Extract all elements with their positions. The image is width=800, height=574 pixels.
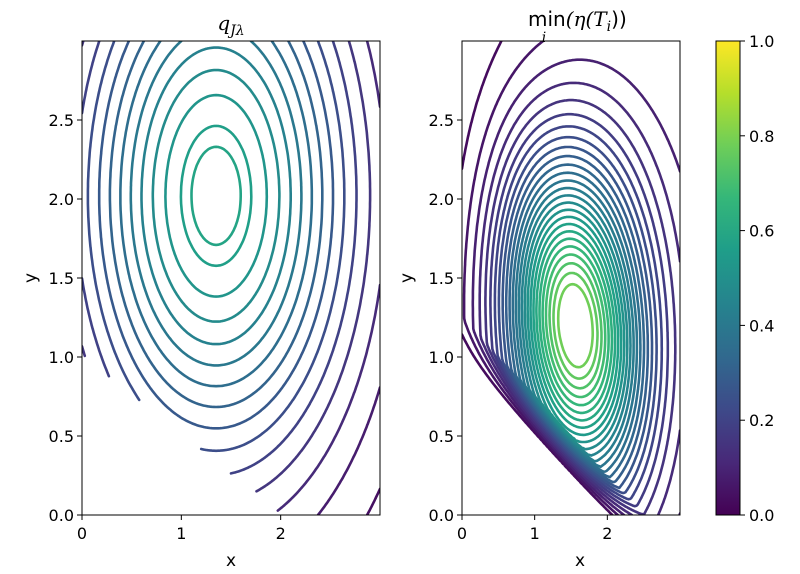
right-contour-line	[523, 201, 629, 451]
right-contour-line	[493, 125, 664, 501]
right-contour-line	[504, 154, 650, 484]
left-contour-line	[276, 41, 380, 512]
left-contour-line	[164, 93, 269, 298]
right-contour-line	[478, 81, 680, 515]
left-y-tick-label: 1.0	[49, 348, 74, 367]
left-contour-line	[82, 41, 372, 493]
left-title-main: q	[217, 11, 230, 35]
right-contour-line	[526, 208, 626, 444]
right-contour-line	[514, 179, 639, 469]
right-x-tick-label: 1	[530, 524, 540, 543]
colorbar-ticks: 0.0 0.2 0.4 0.6 0.8 1.0	[740, 32, 774, 525]
right-y-tick-label: 2.0	[429, 190, 454, 209]
right-contour-line	[556, 282, 594, 369]
right-contour-line	[462, 41, 614, 515]
colorbar-gradient	[715, 40, 741, 516]
right-plot-title: min(η(Ti))	[528, 7, 627, 35]
right-y-tick-label: 1.0	[429, 348, 454, 367]
colorbar-tick-label: 1.0	[749, 32, 774, 51]
right-x-tick-label: 0	[457, 524, 467, 543]
left-x-ticks: 0 1 2	[77, 515, 286, 543]
left-contour-line	[151, 68, 281, 323]
right-contour-line	[489, 112, 670, 508]
left-y-tick-label: 1.5	[49, 269, 74, 288]
right-x-axis-label: x	[575, 551, 585, 571]
right-contour-line	[462, 41, 620, 515]
left-contour-set	[82, 41, 380, 515]
right-contour-line	[541, 245, 610, 407]
left-x-axis-label: x	[226, 551, 236, 571]
right-y-tick-label: 1.5	[429, 269, 454, 288]
right-contour-line	[535, 230, 617, 422]
right-contour-line	[552, 271, 599, 380]
left-contour-line	[97, 41, 335, 430]
right-contour-line	[538, 237, 614, 415]
left-x-tick-label: 1	[176, 524, 186, 543]
left-contour-line	[108, 41, 324, 409]
right-contour-line	[544, 253, 607, 399]
left-x-tick-label: 2	[276, 524, 286, 543]
right-contour-line	[484, 98, 677, 515]
colorbar-tick-label: 0.0	[749, 506, 774, 525]
left-panel: 0 1 2 0.0 0.5 1.0 1.5 2.0 2.5 x y qJλ	[21, 11, 381, 571]
left-contour-line	[86, 41, 346, 453]
left-y-tick-label: 2.5	[49, 111, 74, 130]
right-contour-line	[497, 135, 658, 495]
left-contour-line	[179, 124, 253, 268]
left-contour-line	[190, 145, 242, 247]
right-contour-line	[529, 215, 623, 437]
colorbar: 0.0 0.2 0.4 0.6 0.8 1.0	[715, 32, 774, 525]
right-y-tick-label: 0.5	[429, 427, 454, 446]
right-contour-set	[462, 41, 680, 515]
colorbar-tick-label: 0.8	[749, 127, 774, 146]
left-y-axis-label: y	[21, 273, 41, 283]
colorbar-tick-label: 0.6	[749, 222, 774, 241]
left-plot-title: qJλ	[217, 11, 244, 39]
left-y-tick-label: 2.0	[49, 190, 74, 209]
left-plot-frame	[81, 40, 381, 516]
left-contour-line	[365, 487, 380, 515]
left-contour-line	[140, 46, 292, 346]
right-title-expr-sub: i	[607, 19, 611, 35]
right-contour-line	[532, 222, 620, 429]
left-x-tick-label: 0	[77, 524, 87, 543]
right-title-close: ))	[611, 7, 627, 31]
left-y-tick-label: 0.5	[49, 427, 74, 446]
right-x-ticks: 0 1 2	[457, 515, 612, 543]
right-title-expr: (η(T	[566, 7, 609, 31]
right-y-ticks: 0.0 0.5 1.0 1.5 2.0 2.5	[429, 111, 462, 525]
left-y-ticks: 0.0 0.5 1.0 1.5 2.0 2.5	[49, 111, 82, 525]
right-title-op-sub: i	[542, 30, 546, 46]
left-y-tick-label: 0.0	[49, 506, 74, 525]
colorbar-tick-label: 0.2	[749, 411, 774, 430]
right-y-axis-label: y	[397, 273, 417, 283]
right-x-tick-label: 2	[602, 524, 612, 543]
right-y-tick-label: 2.5	[429, 111, 454, 130]
left-contour-line	[119, 41, 314, 388]
right-contour-line	[508, 163, 646, 479]
colorbar-tick-label: 0.4	[749, 316, 774, 335]
left-contour-line	[129, 41, 303, 367]
left-title-sub: Jλ	[227, 23, 245, 39]
right-contour-line	[501, 145, 654, 490]
right-y-tick-label: 0.0	[429, 506, 454, 525]
right-contour-line	[548, 262, 603, 390]
right-title-op: min	[528, 7, 566, 31]
right-contour-line	[471, 58, 680, 515]
left-contour-line	[82, 41, 358, 475]
